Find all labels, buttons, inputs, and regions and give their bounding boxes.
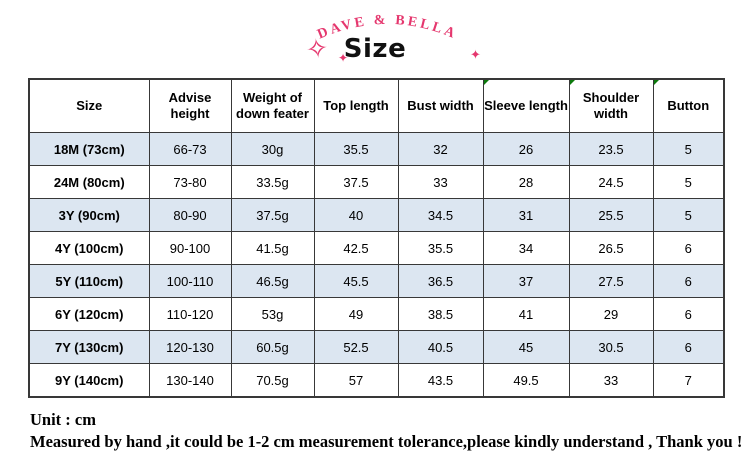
unit-label: Unit : cm [30, 410, 96, 429]
table-cell: 31 [482, 198, 570, 232]
table-cell: 26 [482, 132, 570, 166]
table-header-row: Size Advise height Weight of down feater To… [28, 78, 725, 133]
table-cell: 41.5g [230, 231, 315, 265]
size-cell: 4Y (100cm) [28, 231, 150, 265]
table-cell: 5 [652, 165, 725, 199]
table-cell: 25.5 [568, 198, 654, 232]
table-cell: 70.5g [230, 363, 315, 398]
table-row: 18M (73cm) 66-73 30g 35.5 32 26 23.5 5 [28, 132, 725, 166]
table-cell: 57 [313, 363, 399, 398]
column-header-shoulder-width: Shoulder width [568, 78, 654, 133]
column-header-button: Button [652, 78, 725, 133]
table-cell: 24.5 [568, 165, 654, 199]
column-header-bust-width: Bust width [397, 78, 484, 133]
table-cell: 80-90 [148, 198, 232, 232]
table-cell: 28 [482, 165, 570, 199]
table-cell: 73-80 [148, 165, 232, 199]
table-cell: 26.5 [568, 231, 654, 265]
column-header-advise-height: Advise height [148, 78, 232, 133]
size-cell: 9Y (140cm) [28, 363, 150, 398]
table-row: 7Y (130cm) 120-130 60.5g 52.5 40.5 45 30.5 6 [28, 330, 725, 364]
size-cell: 6Y (120cm) [28, 297, 150, 331]
table-cell: 6 [652, 330, 725, 364]
table-cell: 45.5 [313, 264, 399, 298]
table-cell: 60.5g [230, 330, 315, 364]
table-row: 6Y (120cm) 110-120 53g 49 38.5 41 29 6 [28, 297, 725, 331]
table-cell: 40 [313, 198, 399, 232]
table-row: 24M (80cm) 73-80 33.5g 37.5 33 28 24.5 5 [28, 165, 725, 199]
table-cell: 46.5g [230, 264, 315, 298]
table-cell: 40.5 [397, 330, 484, 364]
table-cell: 110-120 [148, 297, 232, 331]
table-cell: 49 [313, 297, 399, 331]
size-cell: 18M (73cm) [28, 132, 150, 166]
sparkle-filled-icon: ✦ [338, 51, 349, 65]
sparkle-filled-icon: ✦ [470, 47, 481, 62]
footer: Unit : cm Measured by hand ,it could be … [30, 409, 742, 453]
table-cell: 34 [482, 231, 570, 265]
size-cell: 24M (80cm) [28, 165, 150, 199]
table-cell: 33.5g [230, 165, 315, 199]
table-cell: 6 [652, 264, 725, 298]
table-cell: 38.5 [397, 297, 484, 331]
tolerance-note: Measured by hand ,it could be 1-2 cm mea… [30, 432, 743, 451]
table-cell: 37 [482, 264, 570, 298]
table-cell: 5 [652, 132, 725, 166]
table-cell: 52.5 [313, 330, 399, 364]
column-header-top-length: Top length [313, 78, 399, 133]
table-cell: 45 [482, 330, 570, 364]
table-row: 3Y (90cm) 80-90 37.5g 40 34.5 31 25.5 5 [28, 198, 725, 232]
table-cell: 66-73 [148, 132, 232, 166]
table-row: 9Y (140cm) 130-140 70.5g 57 43.5 49.5 33 7 [28, 363, 725, 398]
size-cell: 3Y (90cm) [28, 198, 150, 232]
table-cell: 29 [568, 297, 654, 331]
column-header-size: Size [28, 78, 150, 133]
table-cell: 37.5g [230, 198, 315, 232]
table-cell: 36.5 [397, 264, 484, 298]
title-row: Size [0, 34, 750, 64]
table-row: 4Y (100cm) 90-100 41.5g 42.5 35.5 34 26.5 6 [28, 231, 725, 265]
table-cell: 33 [397, 165, 484, 199]
table-cell: 37.5 [313, 165, 399, 199]
page-title: Size [343, 34, 407, 64]
table-cell: 90-100 [148, 231, 232, 265]
table-cell: 53g [230, 297, 315, 331]
header: DAVE & BELLA ✧ ✦ Size ✦ [0, 0, 750, 78]
column-header-sleeve-length: Sleeve length [482, 78, 570, 133]
table-cell: 35.5 [397, 231, 484, 265]
table-cell: 27.5 [568, 264, 654, 298]
table-cell: 41 [482, 297, 570, 331]
table-cell: 32 [397, 132, 484, 166]
table-cell: 42.5 [313, 231, 399, 265]
table-cell: 49.5 [482, 363, 570, 398]
table-cell: 30g [230, 132, 315, 166]
size-cell: 7Y (130cm) [28, 330, 150, 364]
table-cell: 6 [652, 231, 725, 265]
table-cell: 34.5 [397, 198, 484, 232]
size-cell: 5Y (110cm) [28, 264, 150, 298]
table-cell: 6 [652, 297, 725, 331]
size-table: Size Advise height Weight of down feater To… [28, 78, 725, 398]
table-cell: 130-140 [148, 363, 232, 398]
table-cell: 23.5 [568, 132, 654, 166]
table-cell: 100-110 [148, 264, 232, 298]
column-header-weight-of-down-feater: Weight of down feater [230, 78, 315, 133]
table-cell: 33 [568, 363, 654, 398]
table-cell: 120-130 [148, 330, 232, 364]
table-cell: 7 [652, 363, 725, 398]
table-cell: 5 [652, 198, 725, 232]
table-cell: 43.5 [397, 363, 484, 398]
table-cell: 30.5 [568, 330, 654, 364]
brand-logo-arc: DAVE & BELLA [315, 13, 456, 43]
table-cell: 35.5 [313, 132, 399, 166]
table-row: 5Y (110cm) 100-110 46.5g 45.5 36.5 37 27.5 6 [28, 264, 725, 298]
